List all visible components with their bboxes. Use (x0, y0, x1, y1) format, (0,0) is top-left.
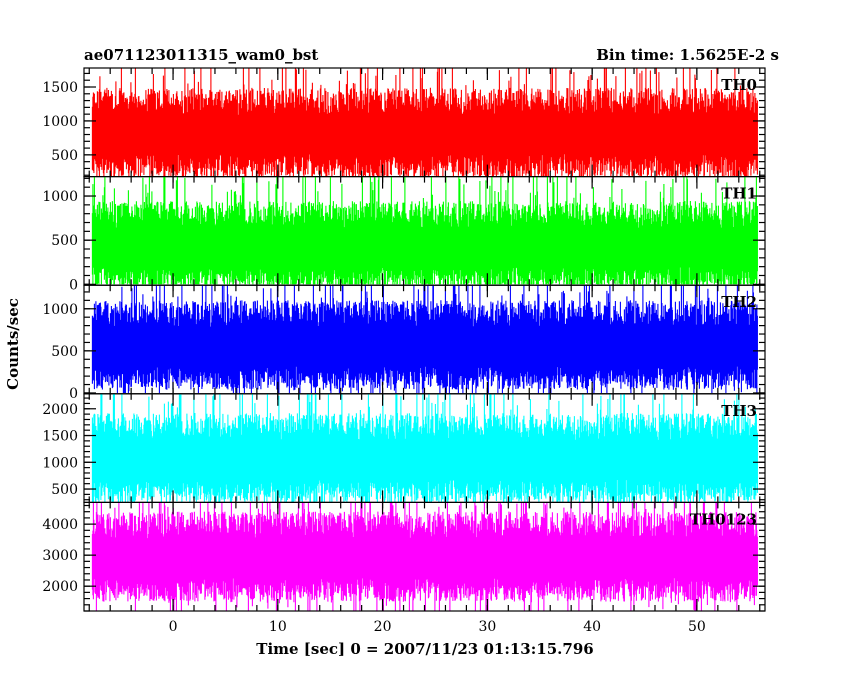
x-tick-label: 20 (374, 619, 392, 635)
y-tick-label: 1000 (42, 455, 78, 471)
panel-label-th0123: TH0123 (690, 510, 757, 528)
series-th0 (91, 68, 758, 177)
panel-label-th2: TH2 (721, 293, 757, 311)
y-tick-label: 1000 (42, 302, 78, 318)
chart-title-right: Bin time: 1.5625E-2 s (596, 46, 779, 64)
series-th2 (91, 285, 758, 393)
x-tick-label: 40 (583, 619, 601, 635)
panel-th2: 0 500 1000 TH2 (42, 284, 766, 402)
y-tick-label: 4000 (42, 517, 78, 533)
series-th3 (91, 393, 758, 503)
y-axis-label: Counts/sec (4, 298, 22, 390)
series-th0123 (91, 502, 758, 611)
panel-label-th1: TH1 (721, 185, 757, 203)
x-tick-label: 30 (478, 619, 496, 635)
x-tick-label: 0 (169, 619, 178, 635)
y-tick-label: 1500 (42, 80, 78, 96)
y-tick-label: 500 (51, 233, 78, 249)
y-tick-label: 1000 (42, 114, 78, 130)
x-tick-label: 10 (269, 619, 287, 635)
panel-th0: 500 1000 1500 TH0 (42, 67, 766, 178)
y-tick-label: 1500 (42, 429, 78, 445)
y-tick-label: 2000 (42, 579, 78, 595)
y-tick-label: 500 (51, 482, 78, 498)
panel-label-th0: TH0 (721, 76, 757, 94)
panel-th3: 500 1000 1500 2000 TH3 (42, 393, 766, 503)
y-tick-label: 1000 (42, 189, 78, 205)
y-tick-label: 0 (69, 386, 78, 402)
x-axis-label: Time [sec] 0 = 2007/11/23 01:13:15.796 (256, 640, 593, 658)
y-tick-label: 3000 (42, 548, 78, 564)
x-tick-label: 50 (688, 619, 706, 635)
panel-th0123: 2000 3000 4000 TH0123 (42, 501, 766, 612)
y-tick-label: 0 (69, 277, 78, 293)
series-th1 (91, 176, 758, 285)
y-tick-label: 500 (51, 344, 78, 360)
panel-label-th3: TH3 (721, 402, 757, 420)
panel-th1: 0 500 1000 TH1 (42, 176, 766, 293)
chart-title-left: ae071123011315_wam0_bst (84, 46, 318, 64)
y-tick-label: 2000 (42, 402, 78, 418)
y-tick-label: 500 (51, 148, 78, 164)
